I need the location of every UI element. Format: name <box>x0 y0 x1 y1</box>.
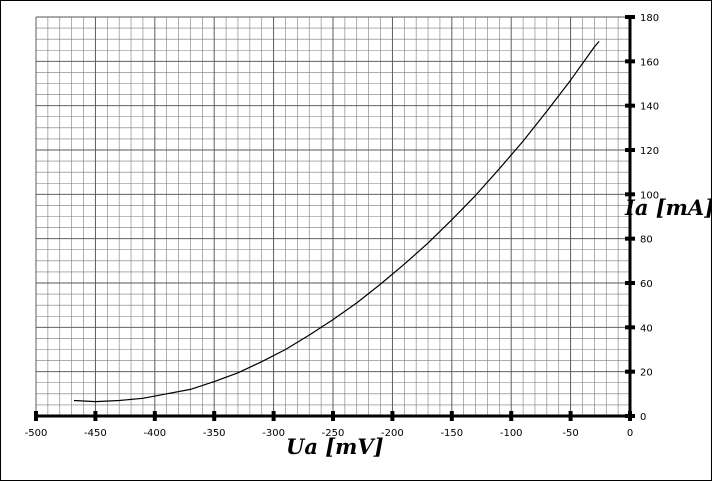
axes <box>34 15 635 421</box>
series-line <box>73 41 600 403</box>
y-tick-label: 80 <box>640 235 653 246</box>
x-tick-label: -350 <box>203 428 226 439</box>
x-tick-label: 0 <box>627 428 633 439</box>
series-layer <box>73 41 600 403</box>
x-tick-label: -400 <box>143 428 166 439</box>
x-tick-label: -150 <box>440 428 463 439</box>
y-tick-label: 120 <box>640 146 659 157</box>
y-tick-label: 180 <box>640 13 659 24</box>
x-tick-label: -200 <box>381 428 404 439</box>
x-tick-label: -50 <box>562 428 578 439</box>
x-axis-title: Ua [mV] <box>286 434 384 459</box>
major-grid <box>35 16 631 417</box>
y-tick-label: 100 <box>640 190 659 201</box>
x-tick-label: -250 <box>322 428 345 439</box>
y-tick-label: 0 <box>640 412 646 423</box>
y-tick-label: 140 <box>640 102 659 113</box>
y-axis-title: Ia [mA] <box>624 195 711 220</box>
y-tick-label: 20 <box>640 368 653 379</box>
tick-labels: -500 -450 -400 -350 -300 -250 -200 -150 -100 -50 0… <box>25 13 659 439</box>
x-tick-label: -300 <box>262 428 285 439</box>
y-tick-label: 160 <box>640 57 659 68</box>
x-tick-label: -100 <box>500 428 523 439</box>
x-tick-label: -450 <box>84 428 107 439</box>
y-tick-label: 60 <box>640 279 653 290</box>
y-tick-label: 40 <box>640 323 653 334</box>
x-tick-label: -500 <box>25 428 48 439</box>
